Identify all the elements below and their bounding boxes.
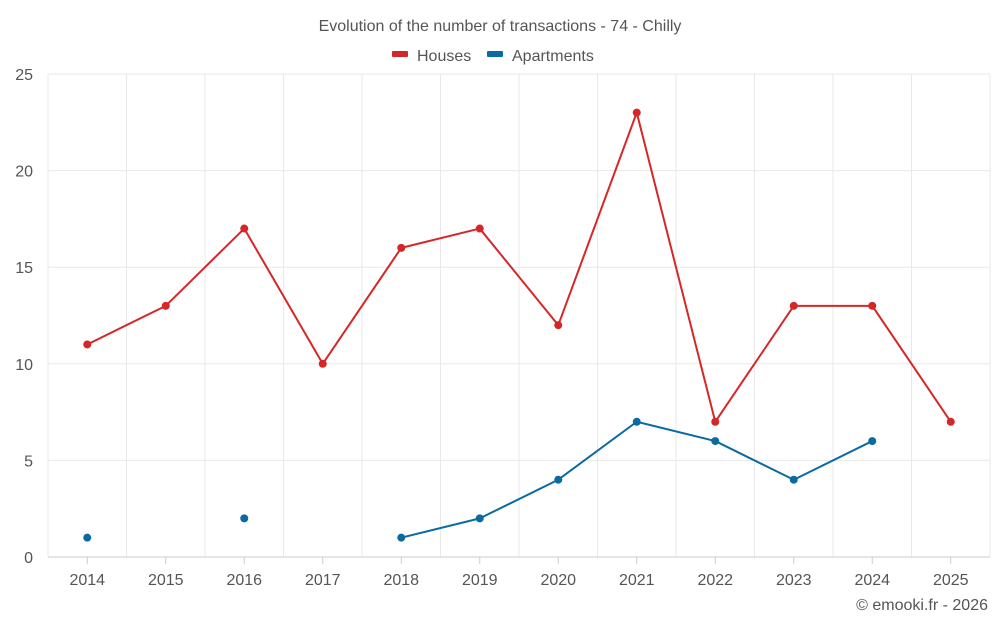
data-point-houses[interactable] (240, 224, 249, 233)
legend-label-houses: Houses (417, 48, 471, 65)
x-tick-label: 2017 (305, 572, 341, 589)
x-tick-label: 2021 (619, 572, 655, 589)
data-point-houses[interactable] (475, 224, 484, 233)
x-tick-label: 2024 (854, 572, 890, 589)
data-point-apartments[interactable] (554, 475, 563, 484)
series-line-apartments (400, 420, 874, 539)
x-gridlines (47, 74, 991, 557)
y-tick-label: 10 (15, 357, 33, 374)
y-tick-label: 20 (15, 164, 33, 181)
x-tick-label: 2014 (69, 572, 105, 589)
legend-label-apartments: Apartments (512, 48, 594, 65)
credit-text: © emooki.fr - 2026 (856, 597, 988, 614)
data-point-houses[interactable] (554, 321, 563, 330)
data-point-apartments[interactable] (475, 514, 484, 523)
data-point-houses[interactable] (946, 417, 955, 426)
series-apartments (83, 417, 877, 542)
x-tick-label: 2015 (148, 572, 184, 589)
x-tick-label: 2023 (776, 572, 812, 589)
data-point-houses[interactable] (868, 301, 877, 310)
data-point-houses[interactable] (318, 359, 327, 368)
legend-item-apartments[interactable]: Apartments (487, 48, 594, 65)
data-point-apartments[interactable] (711, 437, 720, 446)
y-axis-ticks: 0 5 10 15 20 25 (15, 67, 33, 567)
data-point-apartments[interactable] (868, 437, 877, 446)
y-tick-label: 5 (24, 453, 33, 470)
data-point-houses[interactable] (161, 301, 170, 310)
x-tick-label: 2019 (462, 572, 498, 589)
data-point-houses[interactable] (83, 340, 92, 349)
x-axis-ticks: 2014 2015 2016 2017 2018 2019 2020 2021 2022 2023… (69, 557, 969, 589)
data-point-apartments[interactable] (789, 475, 798, 484)
x-tick-label: 2022 (697, 572, 733, 589)
legend-swatch-apartments (487, 51, 503, 57)
legend[interactable]: Houses Apartments (392, 48, 594, 65)
x-tick-label: 2018 (383, 572, 419, 589)
data-point-houses[interactable] (632, 108, 641, 117)
y-tick-label: 15 (15, 260, 33, 277)
y-tick-label: 0 (24, 550, 33, 567)
data-point-houses[interactable] (789, 301, 798, 310)
data-point-apartments[interactable] (397, 533, 406, 542)
x-tick-label: 2016 (226, 572, 262, 589)
x-tick-label: 2025 (933, 572, 969, 589)
data-point-houses[interactable] (711, 417, 720, 426)
data-point-houses[interactable] (397, 243, 406, 252)
x-tick-label: 2020 (540, 572, 576, 589)
series-houses (83, 108, 955, 426)
legend-swatch-houses (392, 51, 408, 57)
data-point-apartments[interactable] (240, 514, 249, 523)
series-line-houses (86, 111, 952, 423)
series-layer (83, 108, 955, 542)
chart-title: Evolution of the number of transactions … (319, 18, 682, 35)
data-point-apartments[interactable] (83, 533, 92, 542)
data-point-apartments[interactable] (632, 417, 641, 426)
y-tick-label: 25 (15, 67, 33, 84)
legend-item-houses[interactable]: Houses (392, 48, 471, 65)
